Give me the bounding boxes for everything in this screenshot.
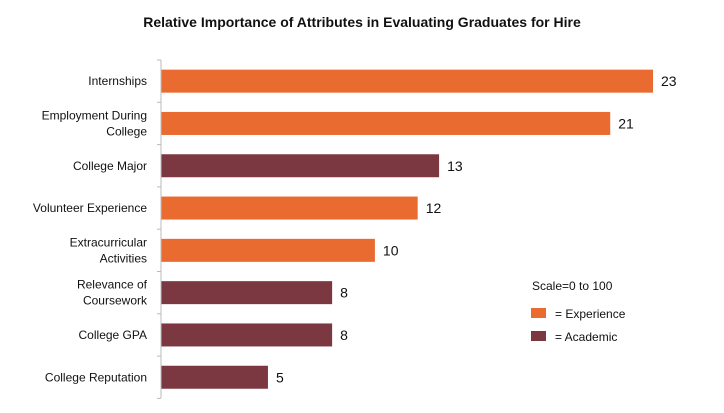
bar bbox=[161, 365, 268, 389]
bar bbox=[161, 196, 418, 220]
category-label: Employment During College bbox=[42, 108, 148, 138]
data-label: 21 bbox=[618, 115, 634, 131]
data-label: 12 bbox=[426, 200, 442, 216]
category-label: Internships bbox=[88, 74, 147, 88]
bar bbox=[161, 111, 611, 135]
category-label: Volunteer Experience bbox=[33, 201, 147, 215]
legend: = Experience = Academic bbox=[531, 307, 626, 344]
category-label: College Major bbox=[73, 159, 147, 173]
data-label: 23 bbox=[661, 73, 677, 89]
chart-title: Relative Importance of Attributes in Eva… bbox=[143, 14, 581, 30]
legend-label: = Academic bbox=[555, 330, 617, 344]
data-label: 8 bbox=[340, 327, 348, 343]
data-label: 5 bbox=[276, 369, 284, 385]
legend-label: = Experience bbox=[555, 307, 626, 321]
bar bbox=[161, 281, 333, 305]
category-label: Extracurricular Activities bbox=[70, 235, 147, 265]
legend-swatch bbox=[531, 331, 546, 341]
category-label: Relevance of Coursework bbox=[77, 278, 148, 308]
data-label: 10 bbox=[383, 242, 399, 258]
data-label: 13 bbox=[447, 158, 463, 174]
legend-swatch bbox=[531, 308, 546, 318]
category-label: College Reputation bbox=[45, 370, 147, 384]
category-label: College GPA bbox=[79, 328, 147, 342]
bar bbox=[161, 238, 375, 262]
bar bbox=[161, 154, 440, 178]
bar bbox=[161, 69, 653, 93]
scale-annotation: Scale=0 to 100 bbox=[532, 279, 613, 293]
data-label: 8 bbox=[340, 285, 348, 301]
bar bbox=[161, 323, 333, 347]
